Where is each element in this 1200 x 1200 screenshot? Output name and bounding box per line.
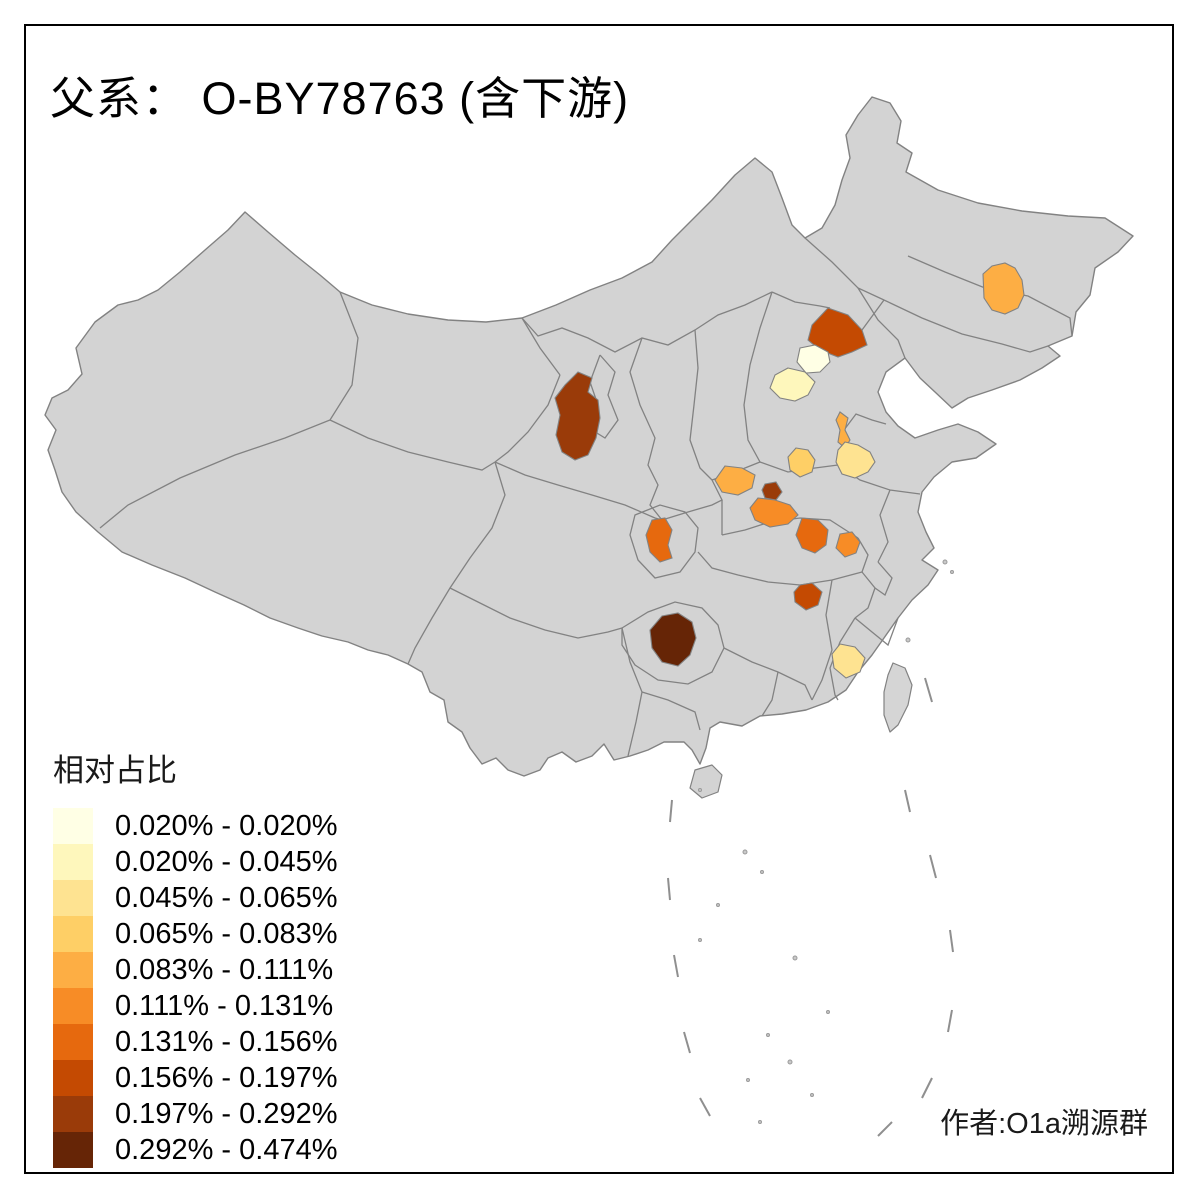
legend-item: 0.065% - 0.083%: [53, 916, 337, 952]
region-hubei-nw: [795, 517, 829, 554]
region-gansu: [554, 371, 601, 461]
region-chongqing: [645, 517, 673, 563]
region-hebei-central: [769, 367, 816, 402]
legend-item: 0.020% - 0.020%: [53, 808, 337, 844]
region-henan-north: [787, 447, 816, 478]
attribution-text: 作者:O1a溯源群: [940, 1108, 1148, 1140]
legend-item: 0.197% - 0.292%: [53, 1096, 337, 1132]
legend-label: 0.292% - 0.474%: [115, 1134, 338, 1166]
region-shandong-west: [835, 441, 876, 479]
legend-swatch: [53, 952, 93, 988]
region-hubei-north: [835, 531, 861, 558]
legend-swatch: [53, 988, 93, 1024]
legend-item: 0.156% - 0.197%: [53, 1060, 337, 1096]
region-fujian-coast: [831, 643, 866, 679]
legend-label: 0.045% - 0.065%: [115, 882, 338, 914]
region-hunan-north: [793, 582, 823, 611]
region-shaanxi-east: [714, 465, 756, 496]
legend-label: 0.111% - 0.131%: [115, 990, 334, 1022]
legend: 相对占比 0.020% - 0.020% 0.020% - 0.045% 0.045…: [53, 745, 337, 1168]
legend-swatch: [53, 1024, 93, 1060]
legend-label: 0.197% - 0.292%: [115, 1098, 338, 1130]
legend-label: 0.020% - 0.045%: [115, 846, 338, 878]
legend-item: 0.083% - 0.111%: [53, 952, 337, 988]
legend-swatch: [53, 916, 93, 952]
legend-label: 0.131% - 0.156%: [115, 1026, 338, 1058]
legend-label: 0.083% - 0.111%: [115, 954, 334, 986]
legend-item: 0.111% - 0.131%: [53, 988, 337, 1024]
legend-item: 0.131% - 0.156%: [53, 1024, 337, 1060]
legend-label: 0.156% - 0.197%: [115, 1062, 338, 1094]
province-borders: [99, 237, 1073, 757]
legend-rows: 0.020% - 0.020% 0.020% - 0.045% 0.045% - 0…: [53, 808, 337, 1168]
south-china-sea-islands: [667, 559, 954, 1137]
legend-swatch: [53, 1096, 93, 1132]
hainan-island: [689, 764, 723, 799]
legend-item: 0.045% - 0.065%: [53, 880, 337, 916]
region-guizhou: [649, 612, 697, 667]
region-heilongjiang: [982, 262, 1025, 315]
legend-label: 0.020% - 0.020%: [115, 810, 338, 842]
legend-swatch: [53, 1060, 93, 1096]
legend-label: 0.065% - 0.083%: [115, 918, 338, 950]
legend-item: 0.292% - 0.474%: [53, 1132, 337, 1168]
region-beijing: [796, 344, 831, 374]
legend-item: 0.020% - 0.045%: [53, 844, 337, 880]
legend-title: 相对占比: [53, 753, 177, 788]
page-title: 父系： O-BY78763 (含下游): [50, 73, 630, 124]
region-shaanxi-xian: [749, 497, 799, 528]
taiwan-island: [883, 662, 913, 733]
region-hebei-north: [807, 307, 868, 358]
legend-swatch: [53, 1132, 93, 1168]
legend-swatch: [53, 844, 93, 880]
legend-swatch: [53, 880, 93, 916]
legend-swatch: [53, 808, 93, 844]
choropleth-regions: [554, 262, 1025, 679]
